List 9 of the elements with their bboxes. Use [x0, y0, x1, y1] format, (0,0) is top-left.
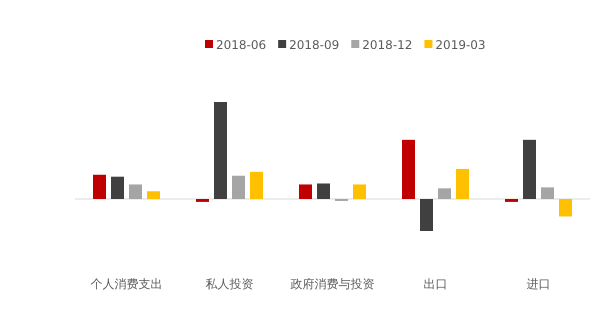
x-tick-label: 个人消费支出 [90, 277, 162, 291]
x-tick-label: 私人投资 [206, 277, 254, 291]
x-tick-label: 政府消费与投资 [290, 277, 374, 291]
legend-label: 2018-09 [289, 38, 340, 52]
x-tick-label: 进口 [526, 277, 550, 291]
x-tick-label: 出口 [424, 277, 448, 291]
legend-label: 2019-03 [435, 38, 486, 52]
legend-label: 2018-12 [362, 38, 412, 52]
legend-label: 2018-06 [216, 38, 266, 52]
